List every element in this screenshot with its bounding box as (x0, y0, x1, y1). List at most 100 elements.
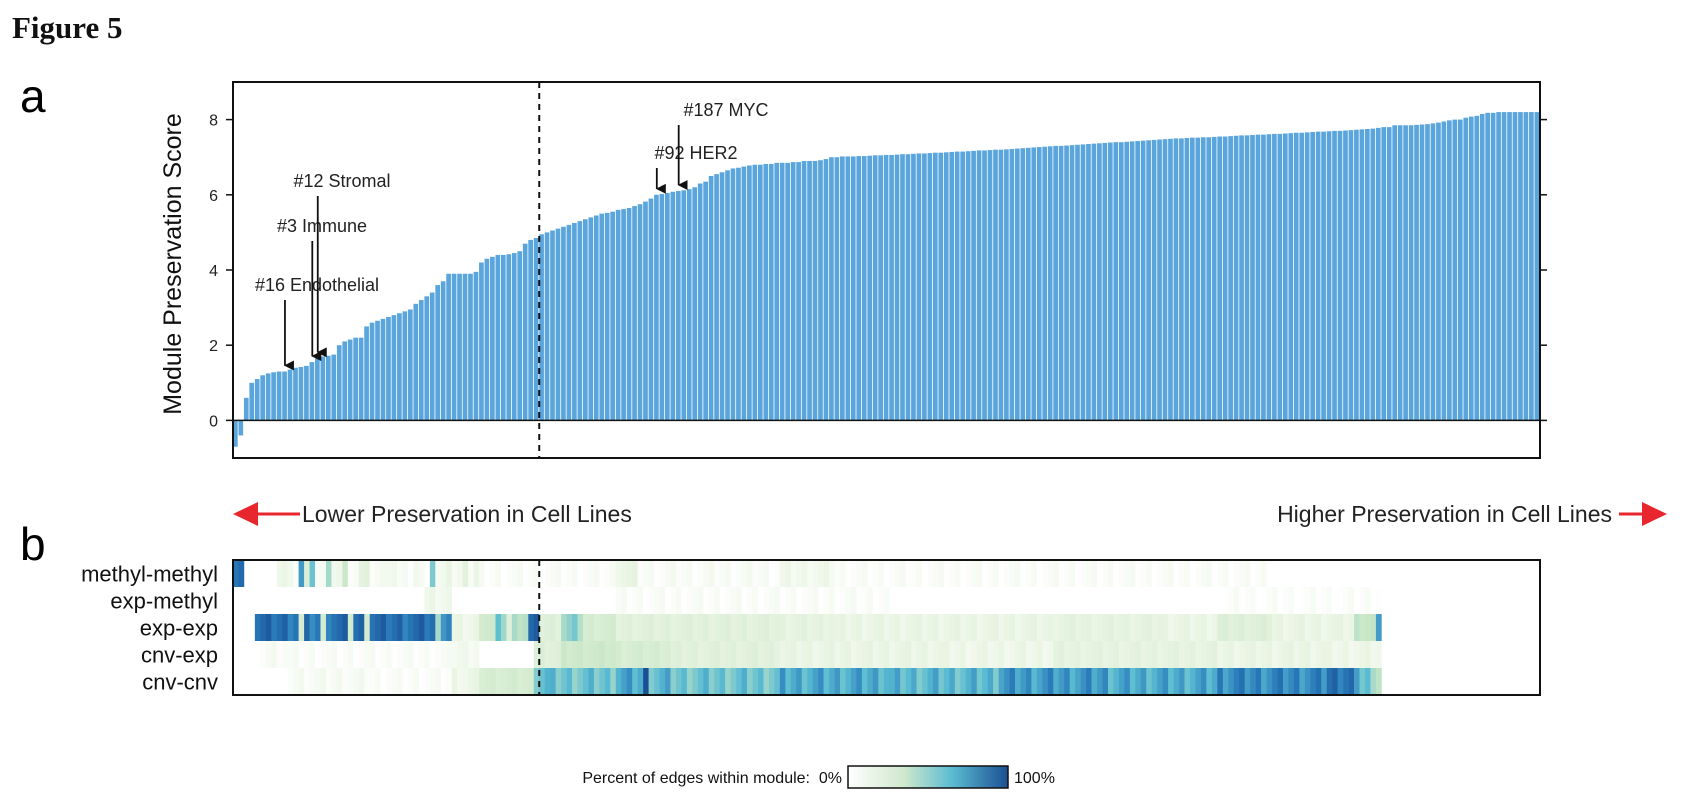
bar (1463, 117, 1469, 421)
heatmap-cell (938, 614, 945, 641)
heatmap-cell (451, 668, 458, 695)
heatmap-cell (774, 587, 781, 614)
heatmap-cell (1179, 641, 1185, 668)
heatmap-cell (741, 614, 748, 641)
heatmap-cell (796, 587, 803, 614)
heatmap-cell (1195, 614, 1202, 641)
heatmap-cell (1375, 587, 1382, 614)
heatmap-cell (533, 641, 540, 668)
bar (785, 162, 790, 421)
heatmap-cell (621, 560, 628, 587)
bar (659, 194, 665, 421)
heatmap-cell (1042, 641, 1049, 668)
heatmap-cell (1354, 668, 1360, 695)
heatmap-cell (850, 641, 857, 668)
heatmap-cell (1173, 668, 1180, 695)
panel-b-letter: b (20, 518, 46, 570)
heatmap-cell (932, 560, 939, 587)
heatmap-cell (763, 587, 770, 614)
heatmap-cell (593, 668, 600, 695)
heatmap-cell (993, 641, 999, 668)
heatmap-cell (681, 560, 688, 587)
heatmap-cell (872, 641, 879, 668)
bar (473, 271, 479, 421)
heatmap-cell (544, 668, 551, 695)
heatmap-cell (861, 614, 868, 641)
bar (1315, 131, 1321, 421)
heatmap-cell (1272, 614, 1278, 641)
heatmap-cell (380, 560, 387, 587)
heatmap-cell (1080, 560, 1087, 587)
bar (539, 234, 544, 421)
bar (1086, 144, 1091, 421)
bar (736, 167, 741, 421)
bar (779, 162, 785, 421)
heatmap-cell (878, 587, 885, 614)
heatmap-cell (1097, 614, 1103, 641)
heatmap-cell (938, 668, 945, 695)
heatmap-cell (1266, 587, 1273, 614)
heatmap-cell (812, 641, 819, 668)
bar (1468, 116, 1474, 421)
heatmap-cell (1058, 614, 1065, 641)
heatmap-cell (736, 560, 742, 587)
heatmap-cell (807, 668, 813, 695)
heatmap-cell (1299, 587, 1306, 614)
bar (1228, 136, 1233, 421)
heatmap-cell (1250, 560, 1256, 587)
heatmap-cell (1097, 641, 1103, 668)
heatmap-cell (1277, 614, 1284, 641)
heatmap-cell (1162, 641, 1169, 668)
bar (1129, 141, 1135, 421)
heatmap-cell (1359, 587, 1366, 614)
bar (479, 262, 484, 421)
bar (435, 285, 441, 421)
heatmap-cell (949, 641, 956, 668)
heatmap-cell (1354, 587, 1360, 614)
heatmap-cell (1064, 668, 1070, 695)
heatmap-cell (1200, 668, 1207, 695)
heatmap-cell (1080, 668, 1087, 695)
y-tick-label: 4 (209, 263, 218, 280)
heatmap-cell (1343, 641, 1349, 668)
heatmap-row-label: cnv-exp (141, 643, 218, 668)
heatmap-cell (752, 560, 759, 587)
heatmap-cell (566, 560, 573, 587)
heatmap-cell (528, 668, 535, 695)
heatmap-cell (1146, 641, 1153, 668)
heatmap-cell (544, 560, 551, 587)
heatmap-cell (1179, 614, 1185, 641)
heatmap-cell (1326, 668, 1333, 695)
heatmap-cell (287, 641, 294, 668)
heatmap-cell (1058, 641, 1065, 668)
heatmap-cell (1015, 641, 1021, 668)
heatmap-cell (386, 641, 392, 668)
bar (550, 230, 555, 421)
heatmap-cell (572, 668, 578, 695)
heatmap-cell (1195, 668, 1202, 695)
heatmap-cell (1293, 641, 1300, 668)
heatmap-cell (993, 614, 999, 641)
heatmap-cell (320, 641, 327, 668)
heatmap-cell (424, 614, 431, 641)
heatmap-cell (604, 641, 611, 668)
heatmap-cell (1146, 614, 1153, 641)
heatmap-cell (1053, 641, 1060, 668)
heatmap-cell (670, 641, 677, 668)
bar (741, 166, 747, 421)
heatmap-cell (1321, 587, 1328, 614)
heatmap-cell (1233, 560, 1240, 587)
bar (1266, 134, 1272, 421)
bar (829, 157, 834, 421)
heatmap-cell (626, 587, 633, 614)
heatmap-cell (686, 668, 693, 695)
heatmap-cell (1332, 641, 1338, 668)
heatmap-cell (282, 614, 288, 641)
heatmap-cell (336, 641, 343, 668)
heatmap-cell (697, 587, 704, 614)
heatmap-cell (971, 668, 978, 695)
heatmap-cell (883, 614, 890, 641)
heatmap-cell (845, 560, 852, 587)
heatmap-cell (473, 614, 480, 641)
